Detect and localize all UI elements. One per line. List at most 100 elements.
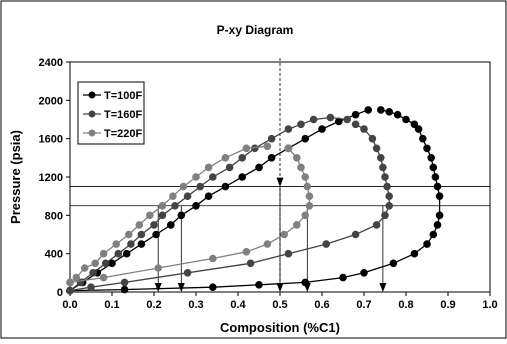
dew-point (372, 144, 381, 153)
bubble-point (169, 192, 177, 200)
y-tick-label: 400 (45, 249, 63, 261)
bubble-point (301, 134, 310, 143)
dew-point (383, 182, 391, 191)
composition-arrow-head (276, 177, 284, 187)
x-tick-label: 0.3 (188, 299, 203, 311)
dew-point (301, 173, 310, 181)
bubble-point (177, 211, 186, 220)
dew-point (389, 259, 398, 268)
dew-point (293, 154, 301, 162)
dew-point (242, 248, 251, 256)
x-tick-label: 0.2 (146, 299, 161, 311)
bubble-point (122, 249, 131, 258)
y-tick-label: 1600 (39, 134, 63, 146)
dew-point (284, 249, 293, 258)
bubble-point (238, 173, 246, 181)
dew-point (351, 230, 360, 239)
x-tick-label: 0.7 (356, 299, 371, 311)
y-axis-label: Pressure (psia) (8, 130, 23, 224)
dew-point (301, 211, 310, 220)
dew-point (87, 283, 95, 292)
y-tick-label: 800 (45, 210, 63, 222)
reference-lines (70, 58, 490, 292)
dew-curve (69, 147, 311, 284)
y-tick-label: 1200 (39, 172, 63, 184)
dew-point (280, 230, 289, 239)
x-tick-label: 0.4 (230, 299, 246, 311)
dew-point (377, 106, 385, 114)
bubble-point (112, 240, 120, 248)
dew-point (66, 286, 74, 295)
bubble-point (267, 134, 276, 143)
x-tick-label: 0.6 (314, 299, 329, 311)
dew-point (246, 259, 255, 268)
bubble-point (91, 259, 99, 268)
dew-point (435, 211, 444, 220)
bubble-point (267, 154, 276, 162)
dew-point (429, 230, 438, 239)
dew-point (414, 125, 423, 133)
dew-point (429, 163, 438, 172)
bubble-point (238, 154, 246, 162)
dew-point (297, 163, 305, 172)
chart-title: P-xy Diagram (217, 23, 294, 37)
bubble-point (196, 182, 204, 191)
bubble-point (150, 221, 158, 229)
x-axis-label: Composition (%C1) (220, 320, 340, 335)
bubble-curve (69, 116, 348, 292)
bubble-point (364, 106, 373, 114)
dew-point (120, 285, 129, 294)
axis-ticks: 0.0 0.1 0.2 0.3 0.4 0.5 0.6 0.7 0.8 0.9 1.0 0 400 800… (39, 57, 498, 311)
bubble-point (137, 230, 146, 239)
bubble-point (89, 269, 97, 277)
legend-marker (88, 110, 96, 118)
dew-point (322, 240, 331, 248)
composition-arrow-head (276, 283, 284, 292)
dew-point (360, 125, 368, 133)
bubble-point (263, 142, 272, 151)
bubble-point (221, 154, 230, 162)
bubble-point (158, 202, 167, 210)
bubble-point (351, 110, 360, 119)
legend-label: T=220F (104, 128, 142, 140)
bubble-point (137, 240, 146, 248)
dew-point (293, 221, 301, 229)
x-tick-label: 0.8 (398, 299, 413, 311)
bubble-point (297, 120, 305, 129)
x-tick-label: 0.1 (104, 299, 119, 311)
bubble-point (183, 192, 192, 200)
dew-point (305, 202, 314, 210)
dew-point (284, 144, 293, 153)
bubble-point (204, 192, 213, 200)
dew-point (360, 269, 368, 277)
dew-point (423, 240, 431, 248)
series-layer (66, 106, 444, 295)
dew-point (99, 273, 108, 282)
dew-point (385, 192, 394, 200)
legend-marker (88, 129, 96, 137)
dew-point (381, 173, 389, 181)
bubble-point (152, 230, 160, 239)
legend-marker (88, 91, 96, 99)
x-tick-label: 0.0 (62, 299, 77, 311)
bubble-point (125, 230, 133, 239)
dew-point (431, 173, 440, 181)
dew-point (419, 134, 427, 143)
dew-point (305, 192, 314, 200)
bubble-point (343, 115, 352, 124)
dew-point (410, 249, 419, 258)
composition-arrow-head (379, 283, 387, 292)
dew-point (351, 120, 360, 129)
dew-point (183, 269, 192, 277)
bubble-point (204, 163, 213, 172)
bubble-point (127, 240, 135, 248)
dew-point (154, 264, 162, 272)
legend: T=100F T=160F T=220F (77, 81, 145, 145)
dew-point (301, 278, 310, 287)
bubble-point (318, 125, 326, 133)
bubble-point (135, 221, 144, 229)
dew-point (379, 163, 387, 172)
dew-point (385, 202, 394, 210)
dew-point (339, 273, 347, 282)
